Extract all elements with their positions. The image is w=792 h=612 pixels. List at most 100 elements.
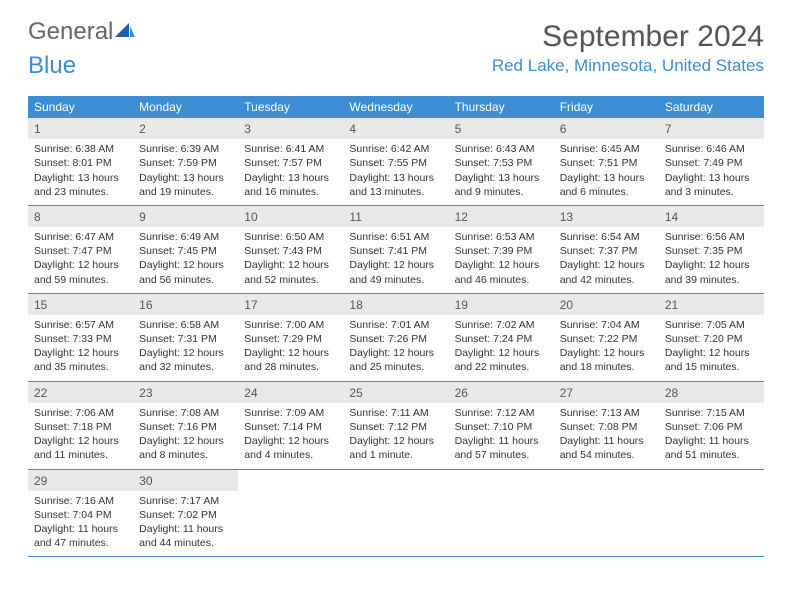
day-body: Sunrise: 7:02 AMSunset: 7:24 PMDaylight:… xyxy=(449,315,554,381)
day-number: 26 xyxy=(449,382,554,403)
weekday-header: Sunday xyxy=(28,96,133,118)
daylight-text: Daylight: 12 hours and 49 minutes. xyxy=(349,258,442,286)
day-body: Sunrise: 6:57 AMSunset: 7:33 PMDaylight:… xyxy=(28,315,133,381)
calendar-day: 22Sunrise: 7:06 AMSunset: 7:18 PMDayligh… xyxy=(28,382,133,469)
day-number: 2 xyxy=(133,118,238,139)
calendar-day: 4Sunrise: 6:42 AMSunset: 7:55 PMDaylight… xyxy=(343,118,448,205)
sunrise-text: Sunrise: 6:41 AM xyxy=(244,142,337,156)
daylight-text: Daylight: 13 hours and 6 minutes. xyxy=(560,171,653,199)
sunset-text: Sunset: 7:26 PM xyxy=(349,332,442,346)
day-body: Sunrise: 6:51 AMSunset: 7:41 PMDaylight:… xyxy=(343,227,448,293)
day-body: Sunrise: 7:00 AMSunset: 7:29 PMDaylight:… xyxy=(238,315,343,381)
sunrise-text: Sunrise: 6:42 AM xyxy=(349,142,442,156)
daylight-text: Daylight: 11 hours and 54 minutes. xyxy=(560,434,653,462)
day-number: 18 xyxy=(343,294,448,315)
day-body: Sunrise: 7:01 AMSunset: 7:26 PMDaylight:… xyxy=(343,315,448,381)
day-number: 29 xyxy=(28,470,133,491)
day-body: Sunrise: 6:49 AMSunset: 7:45 PMDaylight:… xyxy=(133,227,238,293)
weekday-header: Thursday xyxy=(449,96,554,118)
sunrise-text: Sunrise: 7:06 AM xyxy=(34,406,127,420)
sunset-text: Sunset: 7:43 PM xyxy=(244,244,337,258)
calendar-day: 8Sunrise: 6:47 AMSunset: 7:47 PMDaylight… xyxy=(28,206,133,293)
calendar-day: 16Sunrise: 6:58 AMSunset: 7:31 PMDayligh… xyxy=(133,294,238,381)
day-number: 6 xyxy=(554,118,659,139)
location: Red Lake, Minnesota, United States xyxy=(492,56,764,76)
day-number: 22 xyxy=(28,382,133,403)
calendar-day: 15Sunrise: 6:57 AMSunset: 7:33 PMDayligh… xyxy=(28,294,133,381)
day-number: 23 xyxy=(133,382,238,403)
calendar-day: 2Sunrise: 6:39 AMSunset: 7:59 PMDaylight… xyxy=(133,118,238,205)
day-body: Sunrise: 6:42 AMSunset: 7:55 PMDaylight:… xyxy=(343,139,448,205)
sunset-text: Sunset: 7:59 PM xyxy=(139,156,232,170)
sunrise-text: Sunrise: 7:12 AM xyxy=(455,406,548,420)
day-body: Sunrise: 6:43 AMSunset: 7:53 PMDaylight:… xyxy=(449,139,554,205)
header: General Blue September 2024 Red Lake, Mi… xyxy=(28,20,764,78)
daylight-text: Daylight: 13 hours and 19 minutes. xyxy=(139,171,232,199)
sunset-text: Sunset: 7:22 PM xyxy=(560,332,653,346)
day-body: Sunrise: 6:45 AMSunset: 7:51 PMDaylight:… xyxy=(554,139,659,205)
day-body: Sunrise: 6:58 AMSunset: 7:31 PMDaylight:… xyxy=(133,315,238,381)
sunset-text: Sunset: 7:47 PM xyxy=(34,244,127,258)
title-block: September 2024 Red Lake, Minnesota, Unit… xyxy=(492,20,764,76)
calendar-day: 27Sunrise: 7:13 AMSunset: 7:08 PMDayligh… xyxy=(554,382,659,469)
calendar-day: 21Sunrise: 7:05 AMSunset: 7:20 PMDayligh… xyxy=(659,294,764,381)
calendar-day: 1Sunrise: 6:38 AMSunset: 8:01 PMDaylight… xyxy=(28,118,133,205)
day-number: 25 xyxy=(343,382,448,403)
daylight-text: Daylight: 12 hours and 28 minutes. xyxy=(244,346,337,374)
daylight-text: Daylight: 12 hours and 52 minutes. xyxy=(244,258,337,286)
sunset-text: Sunset: 7:37 PM xyxy=(560,244,653,258)
sunrise-text: Sunrise: 7:02 AM xyxy=(455,318,548,332)
day-number: 9 xyxy=(133,206,238,227)
day-body: Sunrise: 7:15 AMSunset: 7:06 PMDaylight:… xyxy=(659,403,764,469)
daylight-text: Daylight: 12 hours and 46 minutes. xyxy=(455,258,548,286)
day-number: 7 xyxy=(659,118,764,139)
daylight-text: Daylight: 11 hours and 51 minutes. xyxy=(665,434,758,462)
calendar: Sunday Monday Tuesday Wednesday Thursday… xyxy=(28,96,764,557)
sunrise-text: Sunrise: 7:17 AM xyxy=(139,494,232,508)
daylight-text: Daylight: 12 hours and 22 minutes. xyxy=(455,346,548,374)
daylight-text: Daylight: 12 hours and 8 minutes. xyxy=(139,434,232,462)
sunrise-text: Sunrise: 6:51 AM xyxy=(349,230,442,244)
day-number: 24 xyxy=(238,382,343,403)
day-number: 30 xyxy=(133,470,238,491)
calendar-day: 20Sunrise: 7:04 AMSunset: 7:22 PMDayligh… xyxy=(554,294,659,381)
sunset-text: Sunset: 7:55 PM xyxy=(349,156,442,170)
calendar-week: 15Sunrise: 6:57 AMSunset: 7:33 PMDayligh… xyxy=(28,294,764,382)
sunset-text: Sunset: 7:12 PM xyxy=(349,420,442,434)
sunset-text: Sunset: 7:49 PM xyxy=(665,156,758,170)
sunrise-text: Sunrise: 7:11 AM xyxy=(349,406,442,420)
calendar-day: 14Sunrise: 6:56 AMSunset: 7:35 PMDayligh… xyxy=(659,206,764,293)
day-number: 13 xyxy=(554,206,659,227)
sunrise-text: Sunrise: 6:49 AM xyxy=(139,230,232,244)
daylight-text: Daylight: 12 hours and 25 minutes. xyxy=(349,346,442,374)
weekday-header: Tuesday xyxy=(238,96,343,118)
day-number: 28 xyxy=(659,382,764,403)
sunset-text: Sunset: 7:14 PM xyxy=(244,420,337,434)
calendar-week: 8Sunrise: 6:47 AMSunset: 7:47 PMDaylight… xyxy=(28,206,764,294)
daylight-text: Daylight: 12 hours and 15 minutes. xyxy=(665,346,758,374)
sunset-text: Sunset: 7:53 PM xyxy=(455,156,548,170)
daylight-text: Daylight: 12 hours and 56 minutes. xyxy=(139,258,232,286)
sunrise-text: Sunrise: 6:58 AM xyxy=(139,318,232,332)
sunset-text: Sunset: 7:04 PM xyxy=(34,508,127,522)
day-number: 8 xyxy=(28,206,133,227)
daylight-text: Daylight: 13 hours and 13 minutes. xyxy=(349,171,442,199)
sunrise-text: Sunrise: 6:53 AM xyxy=(455,230,548,244)
sunset-text: Sunset: 7:51 PM xyxy=(560,156,653,170)
sunrise-text: Sunrise: 7:00 AM xyxy=(244,318,337,332)
calendar-day: 7Sunrise: 6:46 AMSunset: 7:49 PMDaylight… xyxy=(659,118,764,205)
sunset-text: Sunset: 7:39 PM xyxy=(455,244,548,258)
daylight-text: Daylight: 12 hours and 11 minutes. xyxy=(34,434,127,462)
daylight-text: Daylight: 12 hours and 1 minute. xyxy=(349,434,442,462)
calendar-day: 26Sunrise: 7:12 AMSunset: 7:10 PMDayligh… xyxy=(449,382,554,469)
daylight-text: Daylight: 12 hours and 42 minutes. xyxy=(560,258,653,286)
calendar-day: 18Sunrise: 7:01 AMSunset: 7:26 PMDayligh… xyxy=(343,294,448,381)
calendar-week: 1Sunrise: 6:38 AMSunset: 8:01 PMDaylight… xyxy=(28,118,764,206)
day-number: 3 xyxy=(238,118,343,139)
logo-text-general: General xyxy=(28,18,113,45)
day-number: 15 xyxy=(28,294,133,315)
calendar-day: 24Sunrise: 7:09 AMSunset: 7:14 PMDayligh… xyxy=(238,382,343,469)
sunset-text: Sunset: 7:10 PM xyxy=(455,420,548,434)
daylight-text: Daylight: 13 hours and 23 minutes. xyxy=(34,171,127,199)
logo-text-blue: Blue xyxy=(28,52,76,79)
